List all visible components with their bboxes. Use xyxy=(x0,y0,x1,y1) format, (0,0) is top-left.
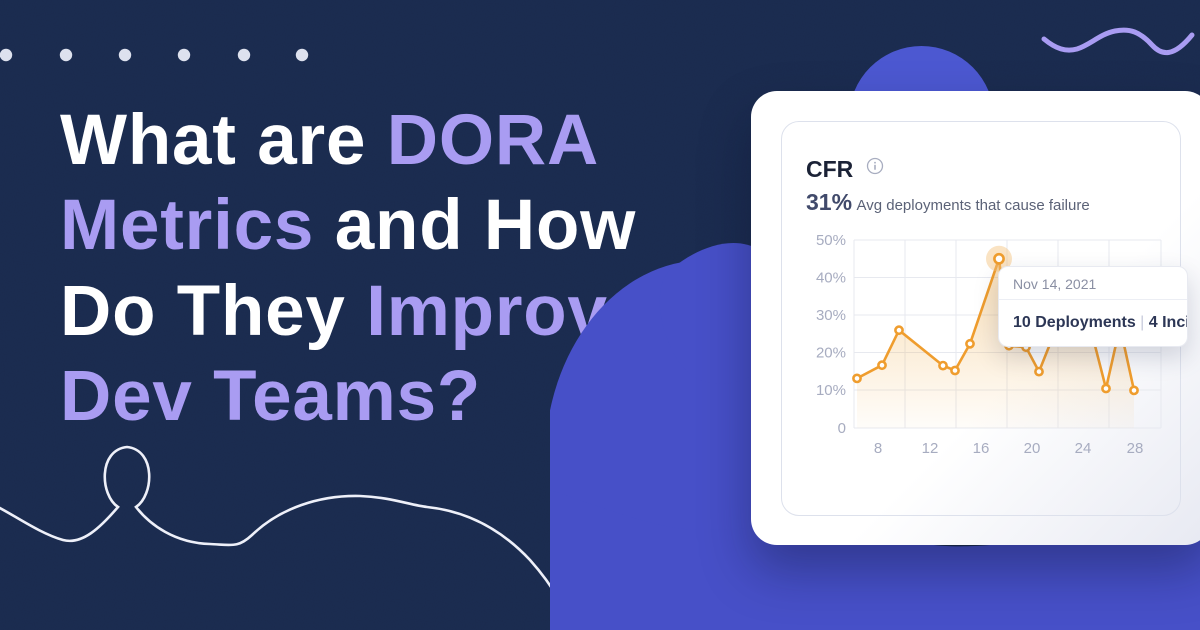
svg-text:20: 20 xyxy=(1024,440,1041,457)
svg-text:50%: 50% xyxy=(816,232,846,249)
svg-text:8: 8 xyxy=(874,440,882,457)
svg-text:24: 24 xyxy=(1075,440,1092,457)
svg-text:0: 0 xyxy=(838,420,846,437)
svg-text:28: 28 xyxy=(1127,440,1144,457)
svg-text:16: 16 xyxy=(973,440,990,457)
svg-text:12: 12 xyxy=(922,440,939,457)
svg-text:20%: 20% xyxy=(816,345,846,362)
svg-text:30%: 30% xyxy=(816,307,846,324)
svg-text:10%: 10% xyxy=(816,382,846,399)
svg-text:40%: 40% xyxy=(816,270,846,287)
